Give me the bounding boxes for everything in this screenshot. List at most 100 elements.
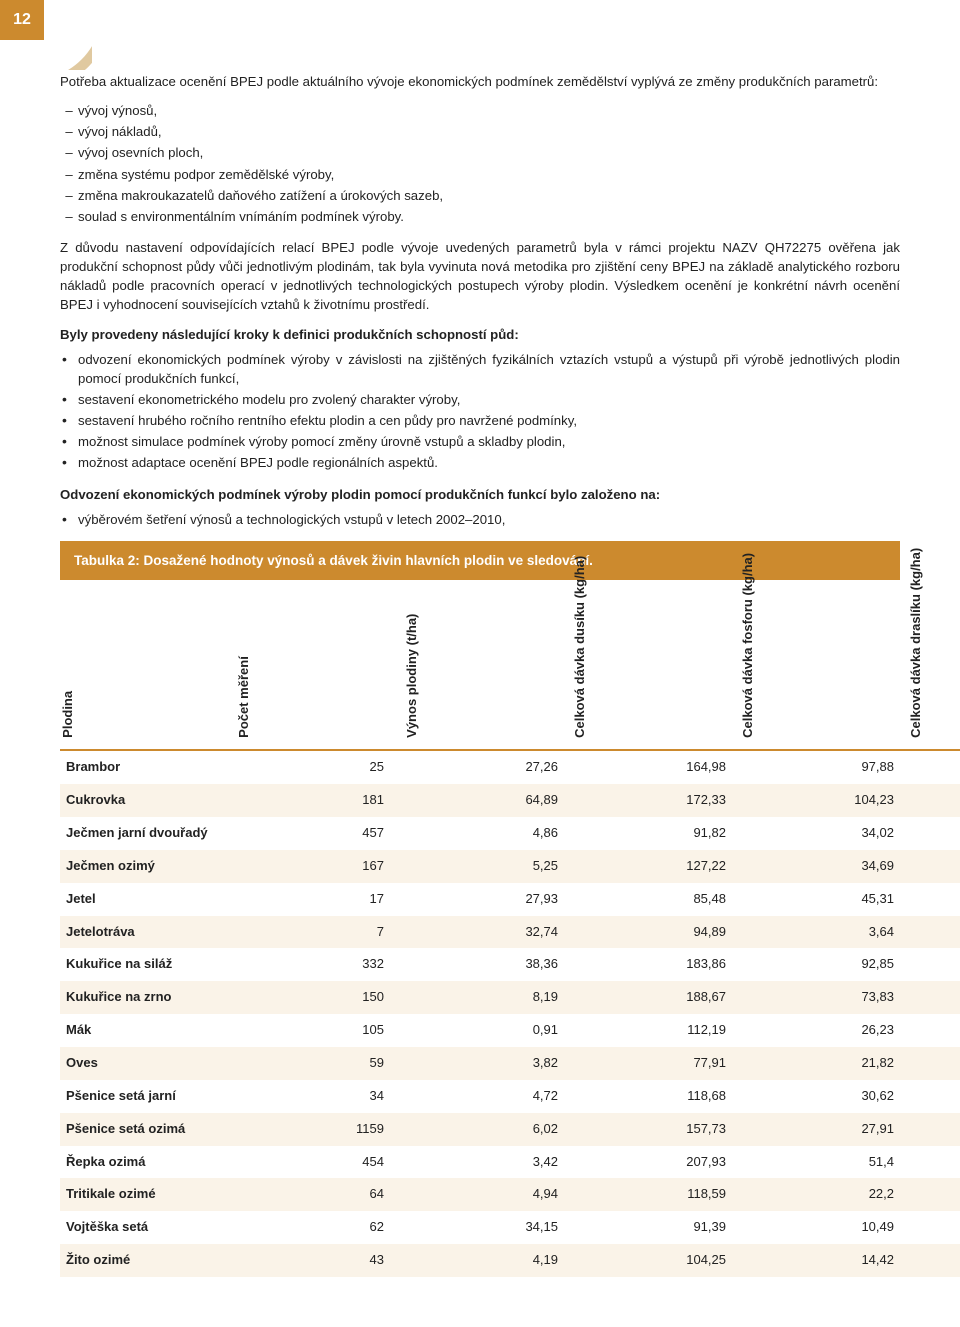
bullet-item-text: sestavení hrubého ročního rentního efekt… — [78, 411, 900, 430]
bullet-marker: • — [60, 432, 78, 451]
table-header-label: Plodina — [59, 577, 78, 737]
cell-value: 105,06 — [900, 1080, 960, 1113]
table-header-label: Celková dávka dusíku (kg/ha) — [571, 577, 590, 737]
row-label: Ječmen jarní dvouřadý — [60, 817, 228, 850]
dash-item: –změna systému podpor zemědělské výroby, — [60, 165, 900, 184]
table-row: Jetelotráva732,7494,893,6470,6781,183,64… — [60, 916, 960, 949]
dash-marker: – — [60, 186, 78, 205]
table-header-cell: Počet měření — [228, 580, 396, 750]
table-header-cell: Celková dávka dusíku (kg/ha) — [564, 580, 732, 750]
dash-item: –vývoj osevních ploch, — [60, 143, 900, 162]
cell-value: 118,59 — [564, 1178, 732, 1211]
table-row: Žito ozimé434,19104,2514,4259,1120,2110,… — [60, 1244, 960, 1277]
cell-value: 157,73 — [564, 1113, 732, 1146]
table-header-label: Celková dávka draslíku (kg/ha) — [907, 577, 926, 737]
cell-value: 156,82 — [900, 981, 960, 1014]
dash-item: –změna makroukazatelů daňového zatížení … — [60, 186, 900, 205]
content-body: Potřeba aktualizace ocenění BPEJ podle a… — [60, 0, 900, 1277]
cell-value: 229,92 — [900, 784, 960, 817]
cell-value: 59,11 — [900, 1244, 960, 1277]
cell-value: 43 — [228, 1244, 396, 1277]
table-title-bar: Tabulka 2: Dosažené hodnoty výnosů a dáv… — [60, 541, 900, 581]
dash-item-text: vývoj nákladů, — [78, 122, 900, 141]
row-label: Jetelotráva — [60, 916, 228, 949]
steps-lead: Byly provedeny následující kroky k defin… — [60, 325, 900, 344]
paragraph-1: Z důvodu nastavení odpovídajících relací… — [60, 238, 900, 315]
cell-value: 150 — [228, 981, 396, 1014]
cell-value: 92,85 — [732, 948, 900, 981]
dash-item: –soulad s environmentálním vnímáním podm… — [60, 207, 900, 226]
cell-value: 38,36 — [396, 948, 564, 981]
cell-value: 3,42 — [396, 1146, 564, 1179]
cell-value: 65,33 — [900, 850, 960, 883]
dash-item-text: změna systému podpor zemědělské výroby, — [78, 165, 900, 184]
cell-value: 0,91 — [396, 1014, 564, 1047]
row-label: Brambor — [60, 750, 228, 784]
dash-item: –vývoj výnosů, — [60, 101, 900, 120]
cell-value: 34,15 — [396, 1211, 564, 1244]
data-table: Plodina Počet měření Výnos plodiny (t/ha) C… — [60, 580, 960, 1277]
bullet-marker: • — [60, 350, 78, 388]
dash-item-text: vývoj výnosů, — [78, 101, 900, 120]
cell-value: 4,86 — [396, 817, 564, 850]
cell-value: 73,22 — [900, 1113, 960, 1146]
cell-value: 1159 — [228, 1113, 396, 1146]
bullet-item-text: výběrovém šetření výnosů a technologický… — [78, 510, 900, 529]
cell-value: 26,23 — [732, 1014, 900, 1047]
bullet-item-text: možnost adaptace ocenění BPEJ podle regi… — [78, 453, 900, 472]
table-row: Mák1050,91112,1926,2397,6741,3516,3586,5… — [60, 1014, 960, 1047]
cell-value: 21,82 — [732, 1047, 900, 1080]
table-header-cell: Plodina — [60, 580, 228, 750]
derive-bullet-list: •výběrovém šetření výnosů a technologick… — [60, 510, 900, 529]
cell-value: 3,64 — [732, 916, 900, 949]
cell-value: 27,93 — [396, 883, 564, 916]
bullet-item: •možnost simulace podmínek výroby pomocí… — [60, 432, 900, 451]
bullet-item: •sestavení ekonometrického modelu pro zv… — [60, 390, 900, 409]
row-label: Kukuřice na siláž — [60, 948, 228, 981]
row-label: Mák — [60, 1014, 228, 1047]
cell-value: 73,83 — [732, 981, 900, 1014]
cell-value: 27,26 — [396, 750, 564, 784]
cell-value: 77,91 — [564, 1047, 732, 1080]
cell-value: 102,18 — [900, 817, 960, 850]
dash-marker: – — [60, 143, 78, 162]
corner-arc-decoration — [22, 0, 92, 70]
row-label: Řepka ozimá — [60, 1146, 228, 1179]
cell-value: 97,67 — [900, 1014, 960, 1047]
table-title: Tabulka 2: Dosažené hodnoty výnosů a dáv… — [74, 553, 593, 568]
table-header-label: Výnos plodiny (t/ha) — [403, 577, 422, 737]
intro-lead: Potřeba aktualizace ocenění BPEJ podle a… — [60, 72, 900, 91]
table-header-label: Celková dávka fosforu (kg/ha) — [739, 577, 758, 737]
cell-value: 4,94 — [396, 1178, 564, 1211]
cell-value: 5,25 — [396, 850, 564, 883]
cell-value: 97,88 — [732, 750, 900, 784]
bullet-item-text: sestavení ekonometrického modelu pro zvo… — [78, 390, 900, 409]
dash-marker: – — [60, 207, 78, 226]
table-row: Cukrovka18164,89172,33104,23229,9283,566… — [60, 784, 960, 817]
cell-value: 25 — [228, 750, 396, 784]
cell-value: 169,01 — [900, 948, 960, 981]
table-header-cell: Celková dávka draslíku (kg/ha) — [900, 580, 960, 750]
bullet-item-text: možnost simulace podmínek výroby pomocí … — [78, 432, 900, 451]
cell-value: 104,25 — [564, 1244, 732, 1277]
cell-value: 91,82 — [564, 817, 732, 850]
cell-value: 22,2 — [732, 1178, 900, 1211]
table-row: Pšenice setá ozimá11596,02157,7327,9173,… — [60, 1113, 960, 1146]
cell-value: 7 — [228, 916, 396, 949]
table-row: Ječmen jarní dvouřadý4574,8691,8234,0210… — [60, 817, 960, 850]
cell-value: 105 — [228, 1014, 396, 1047]
cell-value: 172,33 — [564, 784, 732, 817]
row-label: Kukuřice na zrno — [60, 981, 228, 1014]
cell-value: 332 — [228, 948, 396, 981]
cell-value: 34,02 — [732, 817, 900, 850]
dash-item-text: změna makroukazatelů daňového zatížení a… — [78, 186, 900, 205]
cell-value: 51,4 — [732, 1146, 900, 1179]
table-row: Oves593,8277,9121,8245,3915,7111,9136,09… — [60, 1047, 960, 1080]
row-label: Tritikale ozimé — [60, 1178, 228, 1211]
cell-value: 32,74 — [396, 916, 564, 949]
cell-value: 34,69 — [732, 850, 900, 883]
cell-value: 118,68 — [564, 1080, 732, 1113]
cell-value: 167 — [228, 850, 396, 883]
row-label: Pšenice setá ozimá — [60, 1113, 228, 1146]
cell-value: 159,53 — [900, 883, 960, 916]
